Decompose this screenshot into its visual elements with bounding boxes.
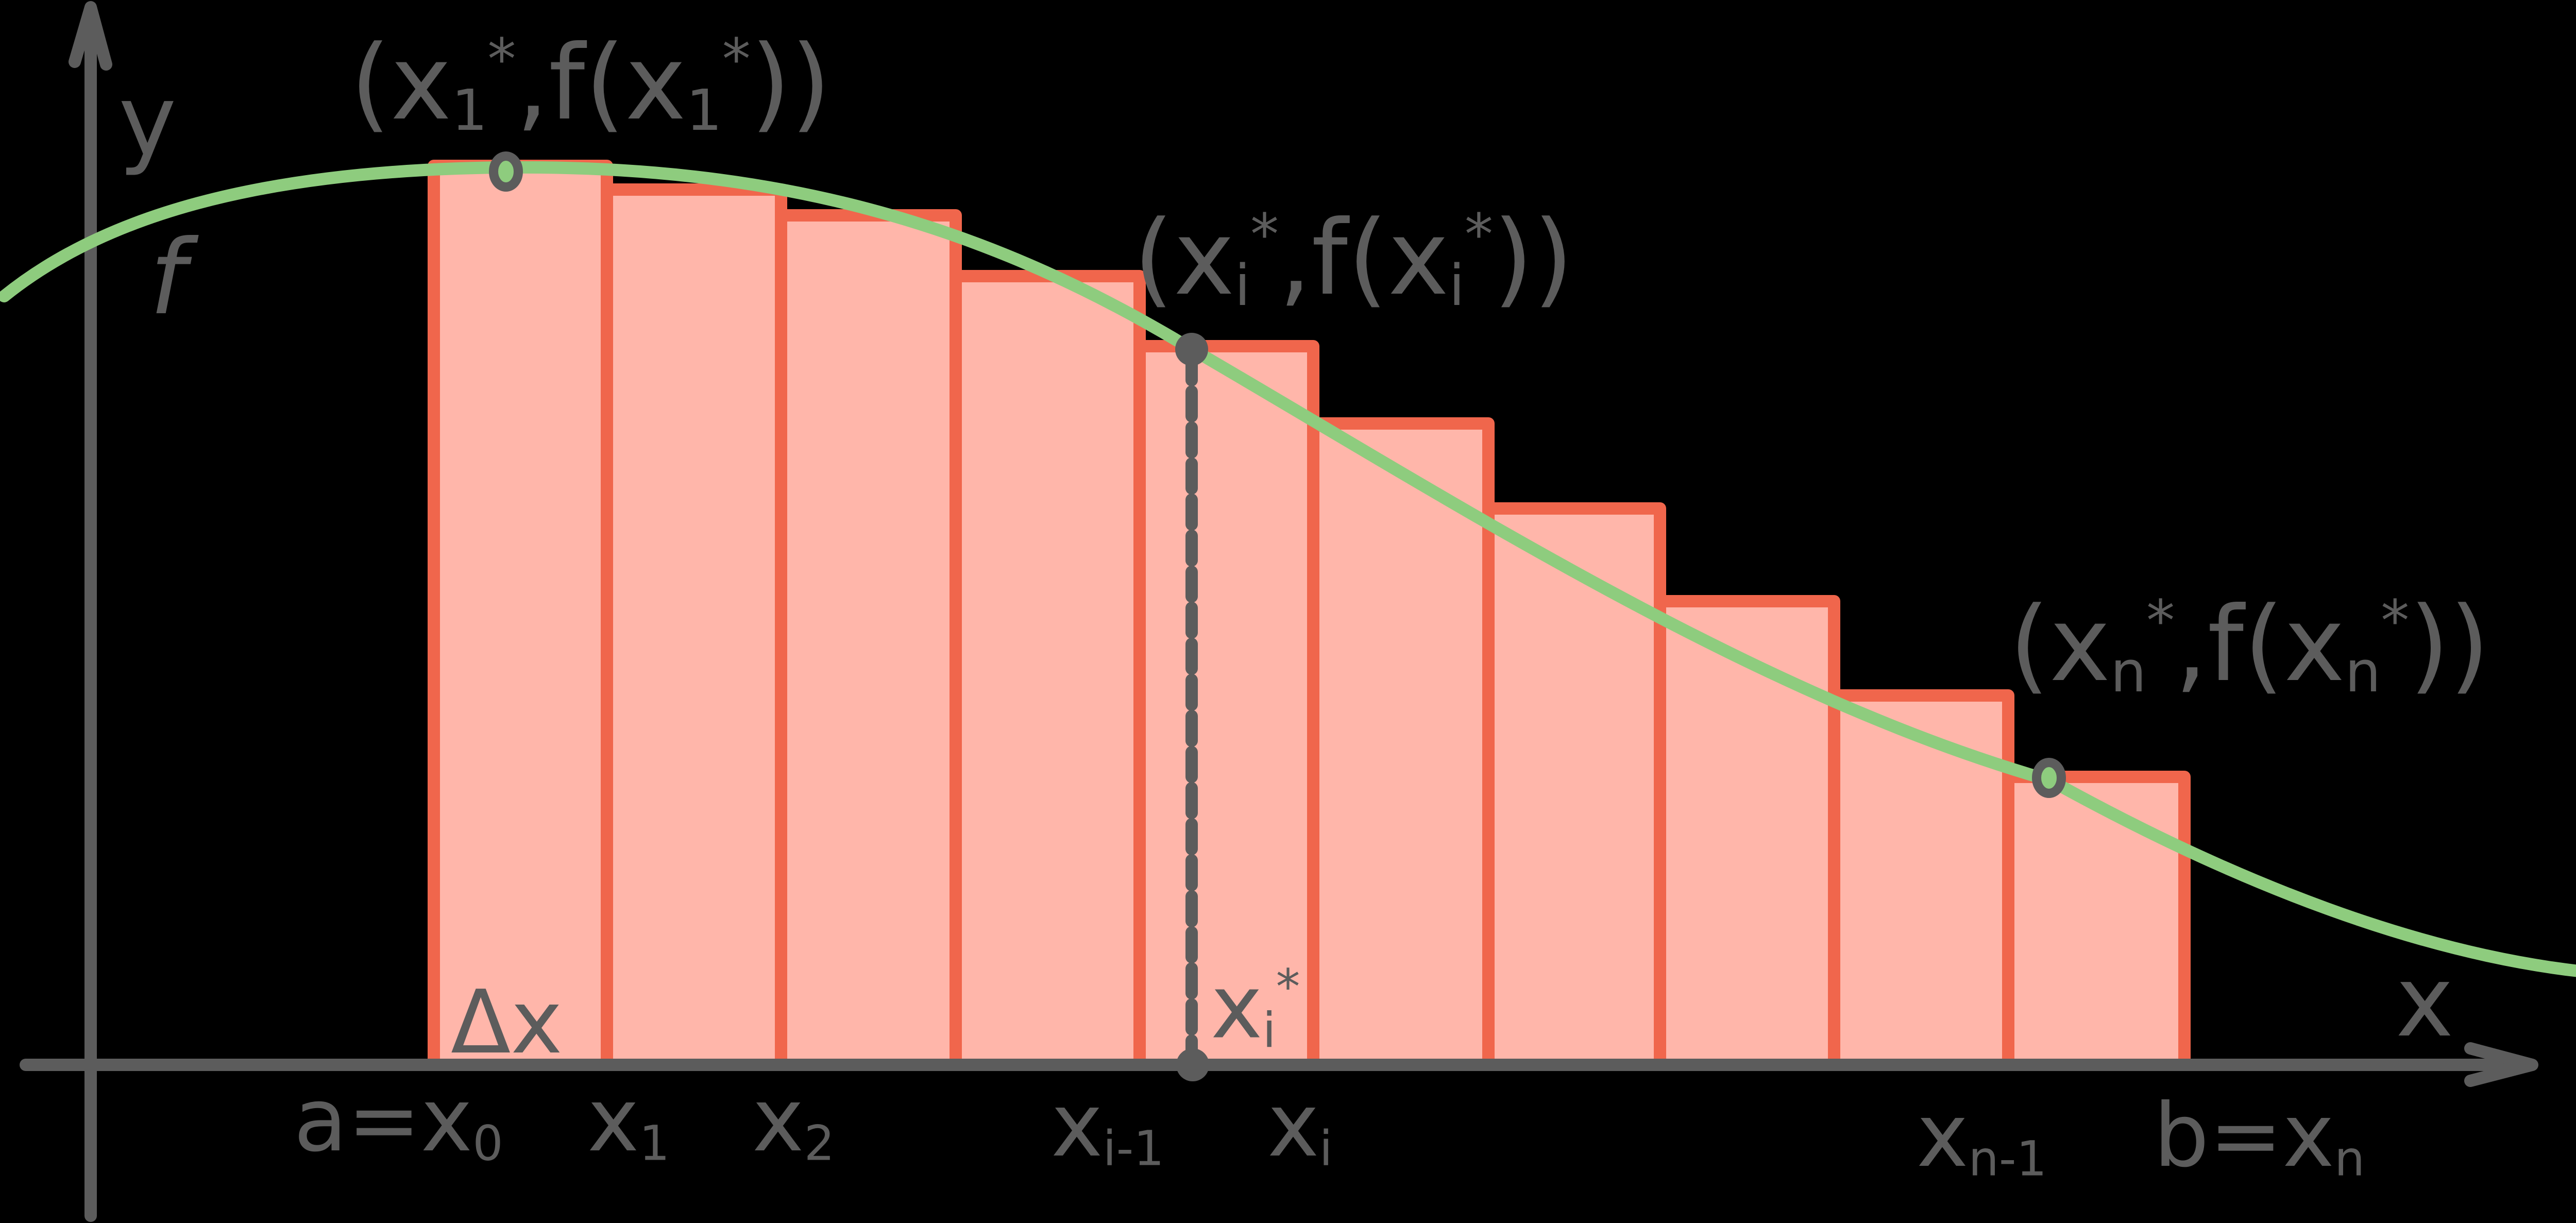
tick-label-x1: x1 [587,1077,670,1168]
rectangle-7 [1482,502,1666,1071]
rectangle-9 [1828,689,2014,1071]
sample-point-nth-icon [2032,758,2066,798]
point-label-sub: 1 [451,77,488,143]
point-label-sub2: n [2345,639,2381,705]
point-label-sub: i [1234,252,1250,318]
sample-point-sub: i [1262,1003,1276,1059]
point-label-sup: * [487,26,516,92]
tick-sub: i [1319,1120,1333,1177]
tick-sub: 1 [639,1115,670,1172]
delta-x-label: Δx [451,972,563,1074]
point-label-sub2: 1 [686,77,722,143]
tick-label-a: a=x0 [294,1077,503,1168]
rectangle-3 [775,209,962,1071]
sample-point-xaxis-icon [1176,1048,1209,1081]
point-label-sup: * [2146,588,2175,654]
tick-sub: 2 [804,1115,835,1172]
rectangle-6 [1307,417,1495,1071]
tick-prefix: a=x [294,1069,473,1171]
tick-label-x2: x2 [752,1077,835,1168]
tick-prefix: b=x [2154,1085,2334,1187]
point-label-sup2: * [722,26,751,92]
function-curve [0,161,2576,977]
tick-label-b: b=xn [2154,1092,2365,1183]
point-label-sup: * [1250,201,1279,267]
point-label-mid: ,f(x [516,23,686,143]
point-label-nth: (xn*,f(xn*)) [2009,592,2489,700]
x-axis-label: x [2396,945,2454,1059]
point-label-sub: n [2110,639,2147,705]
sample-point-first-icon [489,151,523,192]
tick-sub: i-1 [1103,1120,1164,1177]
tick-label-xi-minus-1: xi-1 [1051,1082,1164,1173]
tick-prefix: x [1267,1075,1319,1177]
tick-sub: 0 [472,1115,503,1172]
sample-point-xi-star-label: xi* [1211,963,1300,1055]
sample-point-ith-icon [1175,333,1208,366]
rectangle-8 [1654,595,1840,1071]
point-label-close: )) [750,23,831,143]
sample-point-sup: * [1276,959,1300,1015]
point-label-open: (x [1133,198,1235,318]
tick-prefix: x [1051,1075,1103,1177]
point-label-open: (x [2009,585,2111,705]
rectangle-2 [601,183,787,1071]
axes [20,1,2538,1222]
point-label-mid: ,f(x [2175,585,2345,705]
point-label-sup2: * [1464,201,1493,267]
sample-point-base: x [1211,956,1263,1059]
point-label-ith: (xi*,f(xi*)) [1133,206,1573,314]
tick-prefix: x [1917,1085,1969,1187]
tick-label-xi: xi [1267,1082,1333,1173]
tick-label-xn-minus-1: xn-1 [1917,1092,2047,1183]
point-label-sup2: * [2381,588,2410,654]
y-axis-label: y [118,64,177,178]
point-label-sub2: i [1449,252,1465,318]
function-label: f [149,218,186,338]
rectangle-1 [428,160,613,1071]
tick-prefix: x [752,1069,804,1171]
tick-prefix: x [587,1069,639,1171]
tick-sub: n [2334,1131,2365,1187]
point-label-close: )) [2409,585,2490,705]
point-label-first: (x1*,f(x1*)) [350,31,831,139]
sample-points [489,151,2066,1081]
rectangle-10 [2002,771,2191,1071]
tick-sub: n-1 [1968,1131,2047,1187]
point-label-mid: ,f(x [1278,198,1449,318]
y-axis-arrow-icon [69,1,112,71]
x-axis-arrow-icon [2464,1042,2538,1087]
rectangle-4 [950,270,1146,1071]
point-label-close: )) [1493,198,1573,318]
point-label-open: (x [350,23,452,143]
